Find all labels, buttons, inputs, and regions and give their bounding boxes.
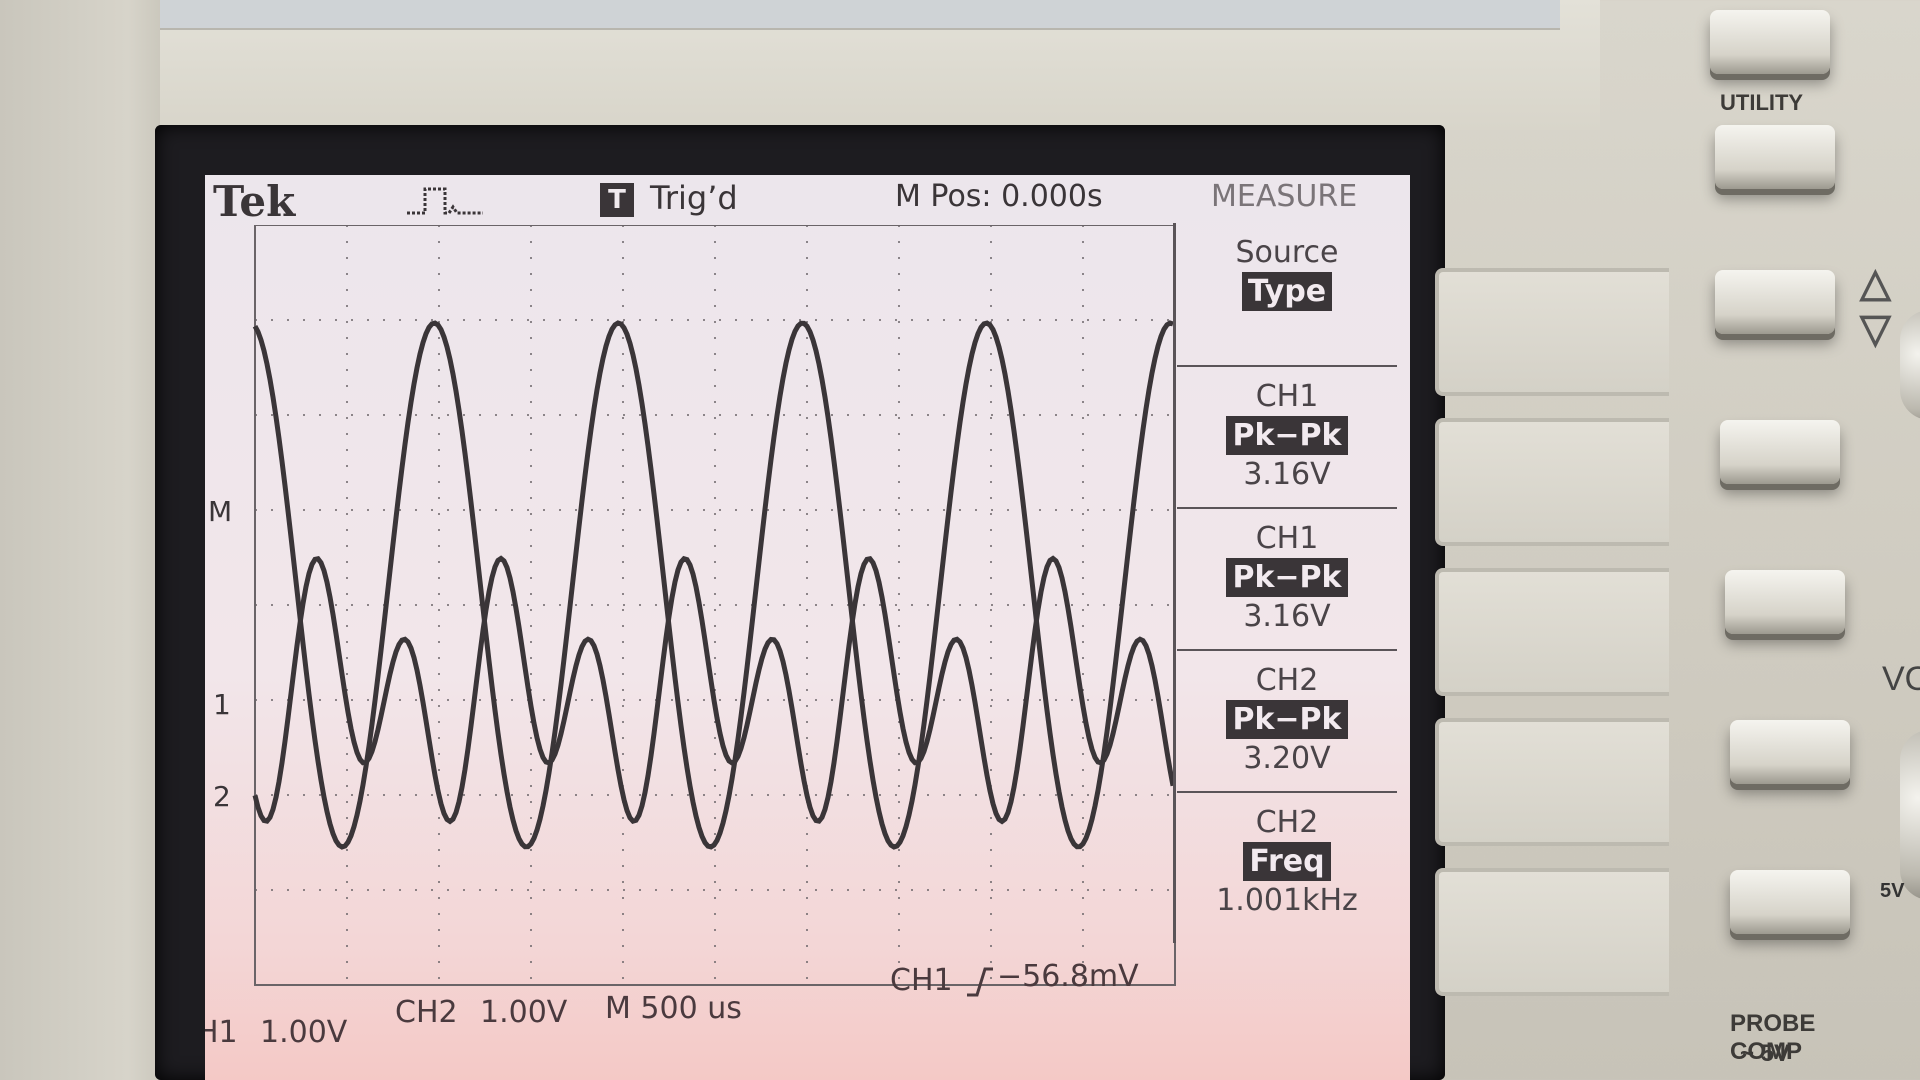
ch1-label: CH1 [205, 1015, 238, 1050]
acquire-pulse-icon [405, 183, 485, 219]
menu-item-highlight: Type [1242, 272, 1332, 311]
menu-item-ch2-freq[interactable]: CH2 Freq 1.001kHz [1177, 791, 1397, 933]
volts-label-partial: VO [1882, 660, 1920, 699]
trigger-status: Trig’d [650, 179, 738, 217]
ch1-waveform [255, 323, 1173, 847]
menu-item-label: Source [1177, 235, 1397, 270]
menu-title: MEASURE [1211, 179, 1357, 214]
bezel-bracket-1 [1435, 268, 1669, 396]
scope-top-strip [40, 0, 1560, 30]
waveform-graticule [250, 225, 1190, 995]
option-button-2[interactable] [1720, 420, 1840, 484]
waveform-svg [250, 225, 1180, 995]
brand-logo: Tek [213, 177, 295, 226]
menu-item-value: 3.16V [1177, 457, 1397, 492]
option-button-1[interactable] [1715, 270, 1835, 334]
menu-item-highlight: Pk−Pk [1226, 558, 1347, 597]
bezel-bracket-5 [1435, 868, 1669, 996]
knob-5v-label: 5V [1880, 880, 1904, 903]
trigger-slope-icon [965, 965, 995, 999]
status-bar: CH1 1.00V CH2 1.00V M 500 us CH1 −56.8mV [205, 995, 1410, 1075]
control-panel: UTILITY △ ▽ VO 5V PROBE COMP ~ 5V [1440, 260, 1860, 1080]
math-marker: M [208, 495, 232, 528]
main-position: M Pos: 0.000s [895, 179, 1103, 214]
menu-item-highlight: Pk−Pk [1226, 416, 1347, 455]
trigger-level: −56.8mV [997, 959, 1139, 994]
bezel-bracket-3 [1435, 568, 1669, 696]
measure-menu: Source Type CH1 Pk−Pk 3.16V CH1 Pk−Pk 3.… [1177, 223, 1397, 941]
volts-div-knob[interactable] [1900, 730, 1920, 900]
menu-divider [1173, 223, 1176, 943]
option-button-3[interactable] [1725, 570, 1845, 634]
menu-item-label: CH2 [1177, 663, 1397, 698]
display-header: Tek T Trig’d M Pos: 0.000s MEASURE [205, 175, 1410, 225]
menu-item-ch1-pkpk[interactable]: CH1 Pk−Pk 3.16V [1177, 365, 1397, 507]
knob-1[interactable] [1900, 310, 1920, 420]
bezel-bracket-2 [1435, 418, 1669, 546]
menu-item-source[interactable]: Source Type [1177, 223, 1397, 363]
arrows-icon: △ ▽ [1860, 260, 1891, 352]
trigger-icon: T [600, 183, 634, 217]
menu-item-value: 3.16V [1177, 599, 1397, 634]
timebase: M 500 us [605, 991, 742, 1026]
top-button[interactable] [1710, 10, 1830, 74]
ch1-scale: 1.00V [260, 1015, 347, 1050]
utility-label: UTILITY [1720, 90, 1803, 116]
option-button-5[interactable] [1730, 870, 1850, 934]
ch1-marker: 1 [213, 688, 231, 721]
scope-bezel-left [0, 0, 160, 1080]
menu-item-highlight: Freq [1243, 842, 1330, 881]
oscilloscope-display: Tek T Trig’d M Pos: 0.000s MEASURE Sourc… [205, 175, 1410, 1080]
menu-item-value: 1.001kHz [1177, 883, 1397, 918]
menu-item-label: CH2 [1177, 805, 1397, 840]
option-button-4[interactable] [1730, 720, 1850, 784]
bezel-bracket-4 [1435, 718, 1669, 846]
menu-item-label: CH1 [1177, 521, 1397, 556]
menu-item-ch1-pkpk-2[interactable]: CH1 Pk−Pk 3.16V [1177, 507, 1397, 649]
ch2-marker: 2 [213, 780, 231, 813]
ch2-label: CH2 [395, 995, 458, 1030]
ch2-scale: 1.00V [480, 995, 567, 1030]
menu-item-ch2-pkpk[interactable]: CH2 Pk−Pk 3.20V [1177, 649, 1397, 791]
probe-comp-value: ~ 5V [1740, 1040, 1790, 1068]
menu-item-value: 3.20V [1177, 741, 1397, 776]
menu-item-highlight: Pk−Pk [1226, 700, 1347, 739]
menu-item-label: CH1 [1177, 379, 1397, 414]
utility-button[interactable] [1715, 125, 1835, 189]
trigger-source: CH1 [890, 963, 953, 998]
